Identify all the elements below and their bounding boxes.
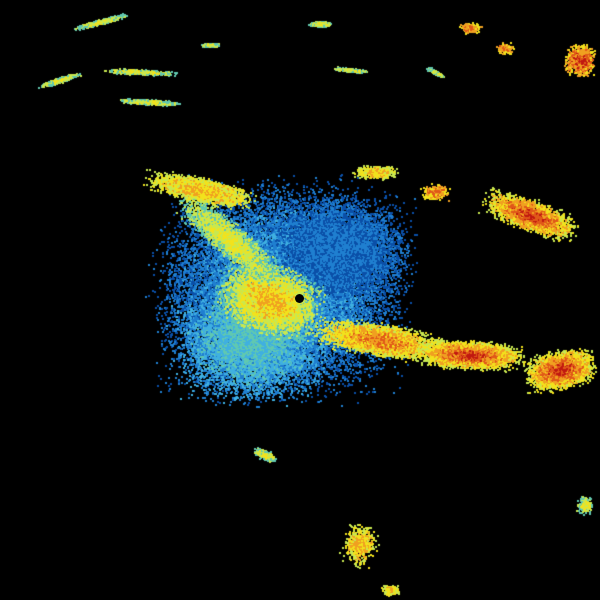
radar-site-marker <box>295 294 304 303</box>
